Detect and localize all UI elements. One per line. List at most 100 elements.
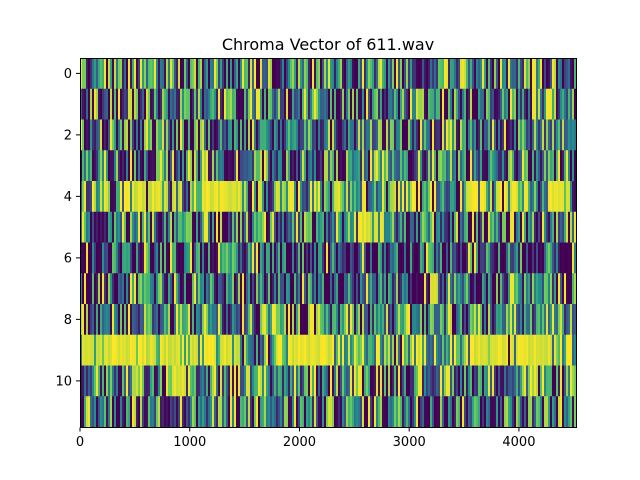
heatmap-cell — [352, 273, 355, 305]
heatmap-cell — [540, 242, 543, 274]
heatmap-cell — [220, 242, 223, 274]
heatmap-cell — [188, 273, 191, 305]
heatmap-cell — [130, 119, 133, 151]
heatmap-cell — [80, 242, 83, 274]
heatmap-cell — [398, 396, 401, 428]
heatmap-cell — [274, 396, 277, 428]
heatmap-cell — [282, 119, 285, 151]
heatmap-cell — [388, 365, 391, 397]
heatmap-cell — [314, 88, 317, 120]
heatmap-cell — [304, 150, 307, 182]
heatmap-cell — [380, 334, 383, 366]
heatmap-cell — [122, 211, 125, 243]
heatmap-cell — [512, 273, 515, 305]
heatmap-cell — [562, 181, 565, 213]
heatmap-cell — [260, 304, 263, 336]
heatmap-cell — [278, 150, 281, 182]
heatmap-cell — [268, 181, 271, 213]
heatmap-cell — [138, 334, 141, 366]
heatmap-cell — [386, 396, 389, 428]
heatmap-cell — [500, 273, 503, 305]
heatmap-cell — [384, 396, 387, 428]
heatmap-cell — [94, 365, 97, 397]
heatmap-cell — [556, 58, 559, 90]
heatmap-cell — [200, 211, 203, 243]
heatmap-cell — [408, 273, 411, 305]
heatmap-cell — [232, 119, 235, 151]
heatmap-cell — [462, 150, 465, 182]
heatmap-cell — [562, 334, 565, 366]
heatmap-cell — [536, 181, 539, 213]
heatmap-cell — [206, 211, 209, 243]
heatmap-cell — [140, 334, 143, 366]
heatmap-cell — [204, 365, 207, 397]
heatmap-cell — [154, 304, 157, 336]
heatmap-cell — [216, 273, 219, 305]
heatmap-cell — [230, 119, 233, 151]
heatmap-cell — [198, 58, 201, 90]
heatmap-cell — [102, 242, 105, 274]
heatmap-cell — [526, 119, 529, 151]
heatmap-cell — [512, 334, 515, 366]
heatmap-cell — [572, 88, 575, 120]
heatmap-cell — [170, 181, 173, 213]
heatmap-cell — [354, 304, 357, 336]
heatmap-cell — [134, 211, 137, 243]
heatmap-cell — [456, 365, 459, 397]
heatmap-cell — [486, 273, 489, 305]
heatmap-cell — [364, 119, 367, 151]
heatmap-cell — [348, 242, 351, 274]
heatmap-cell — [454, 88, 457, 120]
heatmap-cell — [192, 273, 195, 305]
heatmap-cell — [150, 304, 153, 336]
heatmap-cell — [418, 119, 421, 151]
heatmap-cell — [302, 211, 305, 243]
heatmap-cell — [192, 365, 195, 397]
heatmap-cell — [330, 334, 333, 366]
heatmap-cell — [336, 150, 339, 182]
heatmap-cell — [346, 396, 349, 428]
heatmap-cell — [284, 211, 287, 243]
heatmap-cell — [478, 334, 481, 366]
heatmap-cell — [404, 396, 407, 428]
heatmap-cell — [168, 396, 171, 428]
heatmap-cell — [142, 211, 145, 243]
heatmap-cell — [458, 119, 461, 151]
heatmap-cell — [102, 150, 105, 182]
heatmap-cell — [198, 119, 201, 151]
heatmap-cell — [246, 242, 249, 274]
heatmap-cell — [448, 334, 451, 366]
heatmap-cell — [190, 273, 193, 305]
heatmap-cell — [482, 242, 485, 274]
heatmap-cell — [120, 242, 123, 274]
heatmap-cell — [92, 242, 95, 274]
heatmap-cell — [366, 396, 369, 428]
heatmap-cell — [218, 88, 221, 120]
heatmap-cell — [450, 304, 453, 336]
heatmap-cell — [544, 211, 547, 243]
heatmap-cell — [450, 211, 453, 243]
heatmap-cell — [152, 396, 155, 428]
heatmap-cell — [418, 242, 421, 274]
heatmap-cell — [108, 334, 111, 366]
heatmap-cell — [394, 304, 397, 336]
heatmap-cell — [424, 119, 427, 151]
heatmap-cell — [326, 181, 329, 213]
heatmap-cell — [518, 365, 521, 397]
heatmap-cell — [206, 242, 209, 274]
heatmap-cell — [262, 181, 265, 213]
heatmap-cell — [506, 273, 509, 305]
heatmap-cell — [346, 273, 349, 305]
heatmap-cell — [544, 58, 547, 90]
heatmap-cell — [562, 58, 565, 90]
heatmap-cell — [564, 58, 567, 90]
heatmap-cell — [460, 181, 463, 213]
heatmap-cell — [280, 365, 283, 397]
heatmap-cell — [376, 242, 379, 274]
heatmap-cell — [98, 211, 101, 243]
heatmap-cell — [536, 242, 539, 274]
heatmap-cell — [120, 396, 123, 428]
heatmap-cell — [88, 150, 91, 182]
